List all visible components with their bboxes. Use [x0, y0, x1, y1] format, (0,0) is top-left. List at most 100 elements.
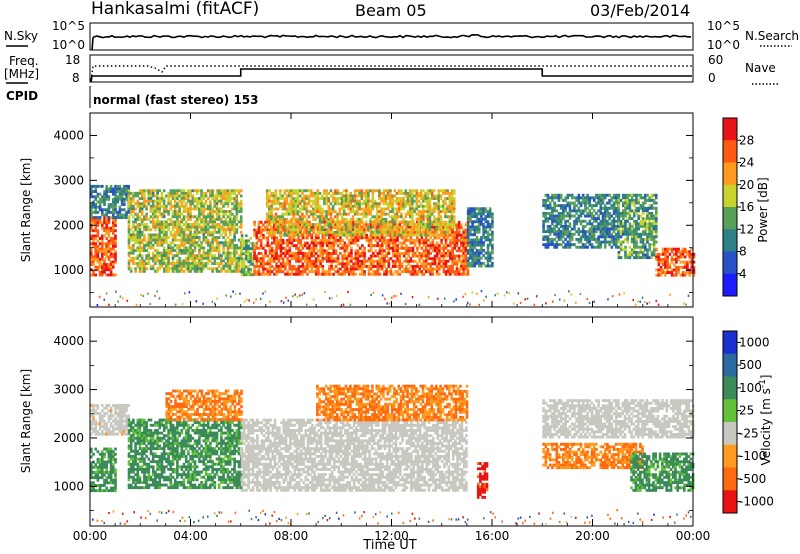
- echo-cell: [158, 238, 162, 242]
- echo-cell: [331, 233, 335, 237]
- echo-cell: [222, 225, 225, 229]
- echo-cell: [419, 210, 423, 213]
- echo-cell: [405, 239, 408, 242]
- echo-cell: [332, 241, 336, 245]
- echo-cell: [440, 220, 443, 224]
- echo-cell: [400, 252, 404, 255]
- echo-cell: [491, 264, 494, 268]
- echo-cell: [612, 212, 616, 215]
- echo-cell: [279, 265, 283, 268]
- echo-cell: [422, 262, 426, 266]
- echo-cell: [548, 243, 552, 247]
- echo-cell: [319, 254, 322, 258]
- echo-cell: [480, 212, 483, 216]
- echo-cell: [562, 214, 565, 218]
- echo-cell: [486, 220, 490, 224]
- echo-cell: [178, 238, 181, 242]
- echo-cell: [439, 217, 443, 221]
- echo-cell: [422, 272, 426, 276]
- echo-cell: [189, 243, 192, 247]
- echo-cell: [374, 228, 377, 232]
- echo-cell: [590, 243, 594, 247]
- echo-cell: [213, 194, 217, 198]
- echo-cell: [462, 252, 465, 255]
- echo-cell: [358, 259, 362, 263]
- echo-cell: [314, 197, 317, 200]
- echo-cell: [165, 223, 168, 226]
- echo-cell: [112, 210, 115, 214]
- echo-cell: [202, 233, 206, 237]
- echo-cell: [109, 190, 113, 193]
- echo-cell: [195, 199, 199, 203]
- echo-cell: [380, 246, 384, 250]
- echo-cell: [365, 259, 369, 263]
- echo-cell: [149, 267, 153, 271]
- noise-right-label: N.Search: [745, 29, 799, 43]
- echo-cell: [347, 254, 351, 258]
- echo-cell: [321, 254, 325, 258]
- echo-cell: [358, 267, 362, 271]
- echo-cell: [171, 259, 175, 263]
- echo-cell: [92, 255, 95, 259]
- echo-cell: [559, 222, 563, 226]
- echo-cell: [237, 264, 241, 268]
- echo-cell: [176, 223, 179, 226]
- echo-cell: [129, 238, 133, 242]
- echo-cell: [145, 228, 148, 232]
- echo-cell: [350, 249, 353, 253]
- echo-cell: [162, 189, 166, 193]
- echo-cell: [341, 265, 344, 268]
- echo-cell: [341, 254, 344, 258]
- echo-cell: [307, 225, 311, 229]
- echo-cell: [367, 259, 371, 263]
- echo-cell: [286, 252, 289, 255]
- echo-cell: [405, 257, 408, 261]
- echo-cell: [265, 215, 269, 219]
- echo-cell: [129, 191, 133, 195]
- echo-cell: [226, 251, 230, 255]
- echo-cell: [184, 194, 188, 198]
- echo-cell: [353, 210, 357, 213]
- echo-cell: [301, 220, 304, 224]
- echo-cell: [305, 233, 309, 237]
- echo-cell: [231, 207, 234, 211]
- echo-cell: [270, 217, 273, 221]
- echo-cell: [213, 238, 217, 242]
- echo-cell: [488, 243, 492, 247]
- echo-cell: [279, 197, 282, 200]
- echo-cell: [294, 189, 298, 193]
- echo-cell: [566, 243, 570, 247]
- echo-cell: [386, 191, 390, 195]
- echo-cell: [393, 228, 397, 232]
- echo-cell: [112, 231, 115, 235]
- echo-cell: [391, 249, 395, 253]
- echo-cell: [156, 241, 159, 245]
- echo-cell: [151, 189, 155, 193]
- echo-cell: [259, 220, 263, 224]
- echo-cell: [462, 267, 465, 271]
- echo-cell: [96, 184, 100, 188]
- echo-cell: [349, 194, 353, 198]
- echo-cell: [562, 212, 565, 215]
- echo-cell: [435, 197, 438, 200]
- echo-cell: [480, 243, 483, 247]
- echo-cell: [273, 231, 276, 235]
- echo-cell: [391, 207, 394, 211]
- echo-cell: [356, 230, 359, 234]
- echo-cell: [391, 225, 394, 229]
- echo-cell: [371, 199, 375, 203]
- echo-cell: [105, 255, 108, 259]
- echo-cell: [334, 223, 338, 227]
- echo-cell: [334, 191, 337, 195]
- echo-cell: [292, 236, 296, 240]
- echo-cell: [92, 184, 95, 188]
- echo-cell: [336, 228, 339, 232]
- echo-cell: [378, 230, 381, 234]
- echo-cell: [595, 217, 598, 221]
- echo-cell: [417, 199, 421, 203]
- echo-cell: [118, 192, 122, 196]
- echo-cell: [103, 221, 106, 225]
- noise-left-tick-bottom: 10^0: [52, 38, 85, 52]
- echo-cell: [371, 233, 375, 237]
- echo-cell: [180, 264, 184, 268]
